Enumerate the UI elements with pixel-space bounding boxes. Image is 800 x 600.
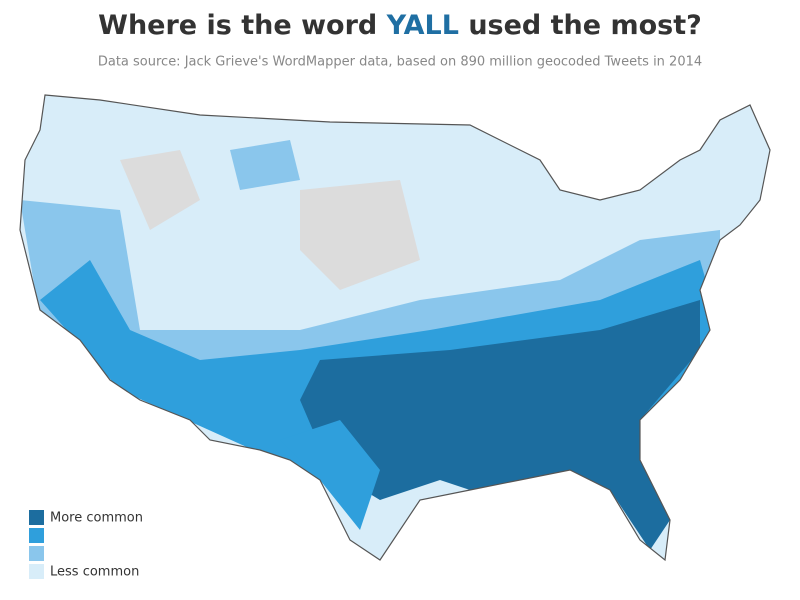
legend-swatch — [29, 564, 44, 579]
region-medium — [230, 140, 300, 190]
title-part: Where is the word — [98, 10, 377, 41]
title-highlight: YALL — [386, 10, 459, 41]
us-outline — [19, 94, 771, 562]
region-strong — [280, 420, 380, 530]
title-part: used the most? — [468, 10, 702, 41]
map — [20, 95, 770, 560]
subtitle: Data source: Jack Grieve's WordMapper da… — [98, 55, 702, 70]
legend-label: More common — [50, 511, 143, 526]
region-gray — [120, 150, 200, 230]
legend-label: Less common — [50, 565, 139, 580]
legend-swatch — [29, 546, 44, 561]
title: Where is the word YALL used the most? — [98, 10, 702, 41]
region-gray — [300, 180, 420, 290]
legend-swatch — [29, 528, 44, 543]
legend-swatch — [29, 510, 44, 525]
legend: More common Less common — [29, 510, 143, 580]
